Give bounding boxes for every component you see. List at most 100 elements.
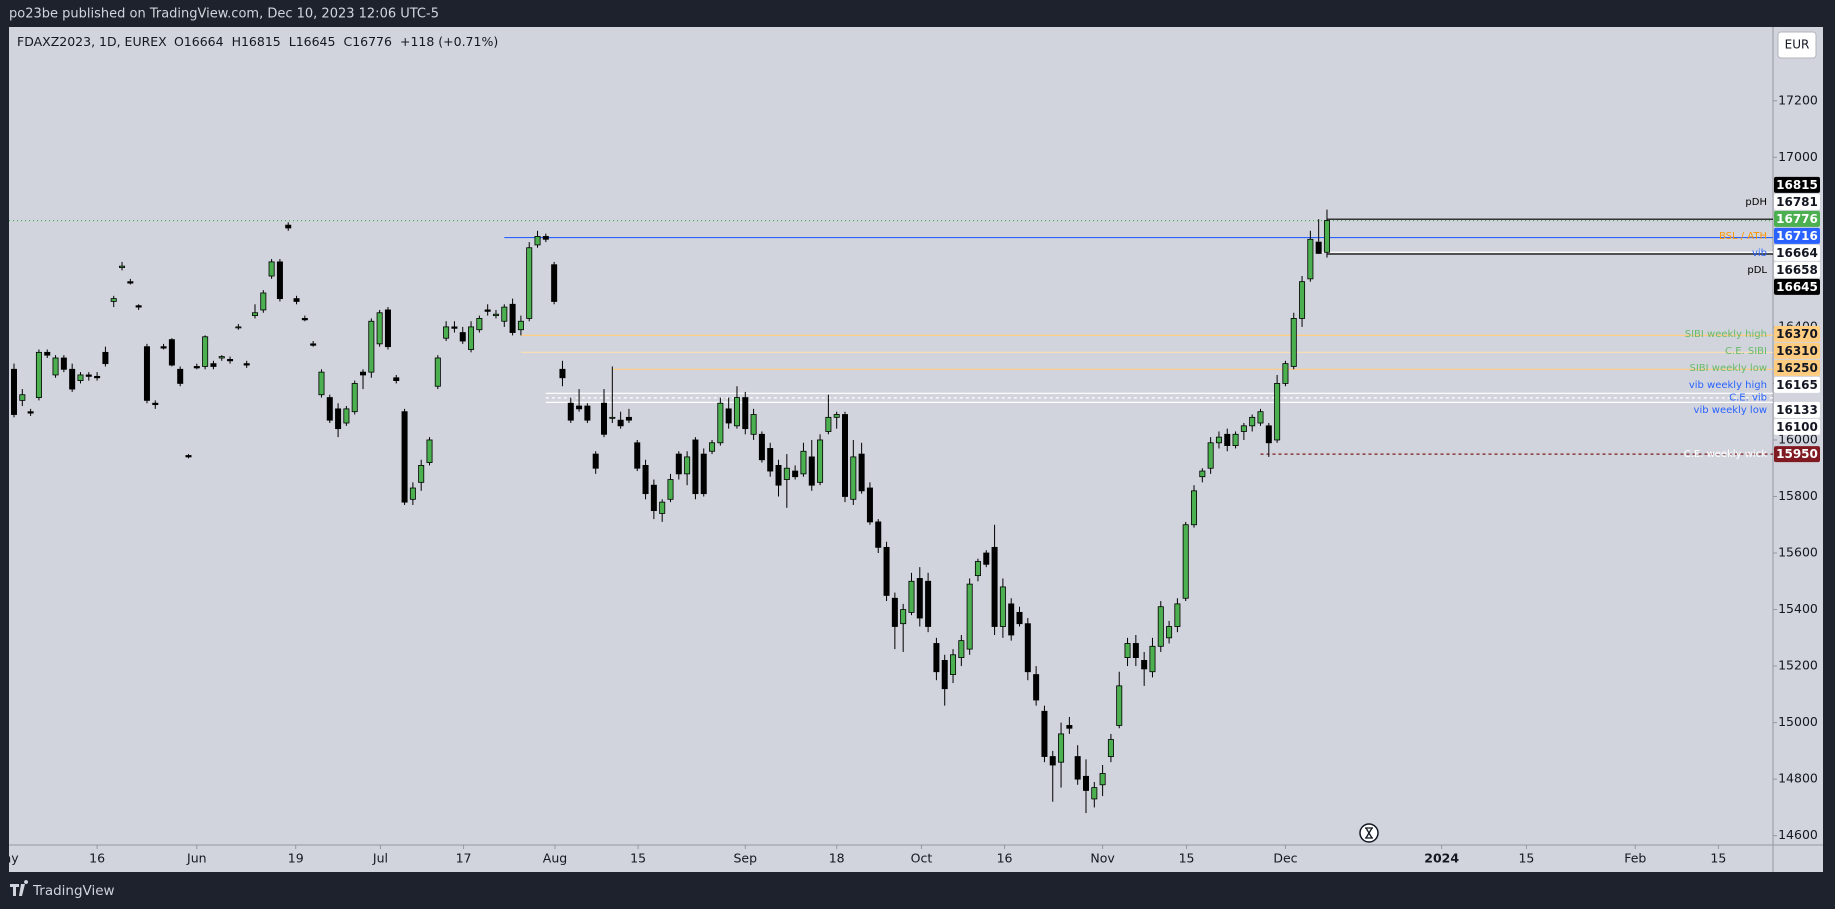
candle-body: [1049, 756, 1056, 766]
candle-body: [1099, 773, 1106, 786]
price-badge: [1774, 227, 1820, 244]
x-tick-label: Aug: [543, 851, 567, 866]
price-badge: [1774, 193, 1820, 210]
candle-body: [268, 261, 275, 277]
candle-body: [77, 374, 84, 381]
x-tick-label: 15: [630, 851, 646, 866]
price-badge: [1774, 325, 1820, 342]
price-badge: [1774, 210, 1820, 227]
candle-body: [102, 351, 109, 365]
candle-body: [335, 408, 342, 430]
x-tick-label: 19: [288, 851, 304, 866]
candle-body: [1091, 787, 1098, 800]
candle-body: [19, 394, 26, 401]
candle-body: [143, 346, 150, 401]
candle-body: [360, 371, 367, 376]
candle-body: [567, 402, 574, 421]
candle-body: [659, 501, 666, 514]
candle-body: [1182, 524, 1189, 599]
candle-body: [875, 521, 882, 548]
candle-body: [684, 456, 691, 475]
candle-body: [376, 312, 383, 345]
candle-body: [1174, 603, 1181, 627]
candle-body: [775, 464, 782, 486]
y-tick-label: 14600: [1778, 827, 1818, 842]
candle-body: [526, 247, 533, 319]
candle-body: [501, 306, 508, 322]
candle-body: [301, 318, 308, 321]
x-tick-label: 15: [1179, 851, 1195, 866]
candle-body: [642, 464, 649, 495]
candle-body: [152, 402, 159, 406]
candle-body: [393, 377, 400, 381]
candle-body: [534, 236, 541, 246]
candle-body: [251, 312, 258, 316]
price-badge-label: 16100: [1776, 420, 1818, 434]
currency-button[interactable]: [1777, 31, 1817, 59]
candle-body: [52, 357, 59, 376]
level-label: SIBI weekly high: [1685, 329, 1767, 340]
candle-body: [850, 456, 857, 500]
candle-body: [1033, 674, 1040, 701]
replay-glyph: [1365, 827, 1373, 839]
price-badge-label: 16165: [1776, 378, 1818, 392]
price-badge: [1774, 401, 1820, 418]
currency-label[interactable]: EUR: [1785, 38, 1810, 52]
x-tick-label: Sep: [733, 851, 757, 866]
candle-body: [1008, 603, 1015, 636]
level-label: BSL / ATH: [1719, 231, 1767, 242]
price-axis: 1720017000164001620016000158001560015400…: [1684, 92, 1820, 842]
legend-value: H16815: [232, 34, 281, 49]
candle-body: [85, 374, 92, 377]
candle-body: [991, 546, 998, 627]
legend-value: C16776: [343, 34, 392, 49]
candle-body: [1058, 733, 1065, 763]
price-badge: [1774, 342, 1820, 359]
candle-body: [1116, 685, 1123, 726]
candle-body: [1191, 490, 1198, 526]
candle-body: [891, 597, 898, 627]
candle-body: [1016, 611, 1023, 625]
x-tick-label: May: [0, 851, 19, 866]
y-tick-label: 17200: [1778, 92, 1818, 107]
candle-body: [908, 580, 915, 613]
candle-body: [60, 357, 67, 370]
x-tick-label: Jun: [186, 851, 207, 866]
candle-body: [1166, 626, 1173, 639]
y-tick-label: 15400: [1778, 601, 1818, 616]
candle-body: [110, 298, 117, 302]
candle-body: [1215, 436, 1222, 444]
candle-body: [617, 419, 624, 427]
candle-body: [119, 265, 126, 268]
candle-body: [1141, 660, 1148, 670]
y-tick-label: 15200: [1778, 658, 1818, 673]
candle-body: [1282, 363, 1289, 384]
candle-body: [883, 546, 890, 596]
candle-body: [517, 320, 524, 331]
candle-body: [634, 442, 641, 469]
candle-body: [576, 405, 583, 410]
candle-body: [767, 448, 774, 472]
price-badge-label: 16658: [1776, 263, 1818, 277]
candle-body: [700, 453, 707, 495]
legend-value: O16664: [174, 34, 224, 49]
candle-body: [27, 411, 34, 414]
candle-body: [584, 405, 591, 421]
y-tick-label: 16000: [1778, 431, 1818, 446]
candle-body: [941, 660, 948, 690]
candle-body: [193, 366, 200, 369]
candle-body: [451, 326, 458, 329]
candle-body: [310, 343, 317, 346]
candle-body: [401, 411, 408, 503]
candle-body: [276, 261, 283, 300]
candle-body: [476, 318, 483, 331]
candle-body: [326, 397, 333, 421]
legend-value: L16645: [289, 34, 336, 49]
candle-body: [35, 351, 42, 398]
candle-body: [650, 484, 657, 512]
x-tick-label: 15: [1518, 851, 1534, 866]
level-label: vib: [1752, 248, 1767, 259]
candle-body: [492, 313, 499, 316]
replay-icon[interactable]: [1359, 823, 1379, 843]
candle-body: [709, 442, 716, 452]
